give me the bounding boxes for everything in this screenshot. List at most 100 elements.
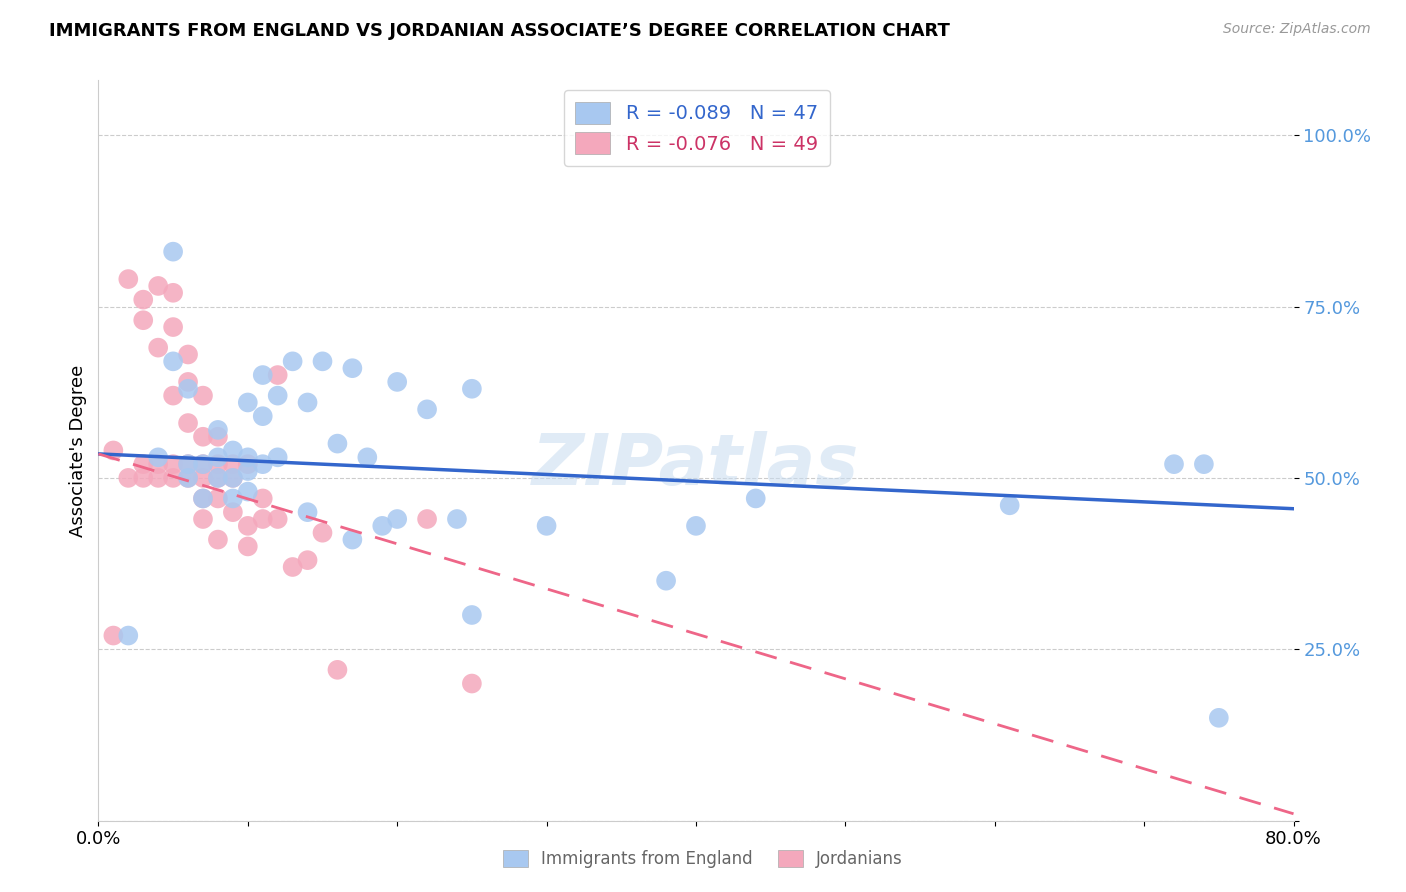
Point (326, 663, 349, 677)
Point (191, 389, 214, 403)
Point (356, 450, 378, 465)
Text: Source: ZipAtlas.com: Source: ZipAtlas.com (1223, 22, 1371, 37)
Point (311, 525, 333, 540)
Point (1163, 457, 1185, 471)
Point (236, 484, 259, 499)
Point (342, 361, 364, 376)
Point (267, 512, 290, 526)
Point (207, 491, 229, 506)
Point (252, 457, 274, 471)
Point (236, 450, 259, 465)
Point (267, 368, 290, 382)
Point (191, 457, 214, 471)
Point (117, 272, 139, 286)
Point (236, 457, 259, 471)
Point (1192, 457, 1215, 471)
Point (207, 430, 229, 444)
Point (177, 375, 200, 389)
Legend: Immigrants from England, Jordanians: Immigrants from England, Jordanians (496, 843, 910, 875)
Point (236, 540, 259, 554)
Legend: R = -0.089   N = 47, R = -0.076   N = 49: R = -0.089 N = 47, R = -0.076 N = 49 (564, 90, 830, 166)
Point (236, 395, 259, 409)
Point (416, 512, 439, 526)
Point (103, 628, 125, 642)
Point (297, 505, 319, 519)
Point (655, 574, 678, 588)
Point (148, 450, 170, 465)
Point (297, 395, 319, 409)
Point (461, 607, 484, 622)
Point (745, 491, 768, 506)
Point (446, 512, 468, 526)
Point (222, 471, 245, 485)
Point (416, 402, 439, 417)
Point (461, 382, 484, 396)
Point (236, 519, 259, 533)
Point (207, 533, 229, 547)
Point (117, 471, 139, 485)
Point (148, 341, 170, 355)
Point (1208, 711, 1230, 725)
Point (162, 389, 184, 403)
Point (191, 430, 214, 444)
Point (222, 505, 245, 519)
Point (177, 457, 200, 471)
Point (162, 471, 184, 485)
Point (222, 471, 245, 485)
Point (162, 244, 184, 259)
Point (207, 457, 229, 471)
Point (177, 471, 200, 485)
Point (162, 457, 184, 471)
Point (461, 676, 484, 690)
Point (148, 279, 170, 293)
Point (103, 443, 125, 458)
Point (117, 628, 139, 642)
Point (311, 354, 333, 368)
Point (191, 491, 214, 506)
Point (385, 512, 409, 526)
Point (162, 285, 184, 300)
Point (281, 560, 304, 574)
Point (162, 354, 184, 368)
Point (191, 457, 214, 471)
Point (177, 347, 200, 361)
Point (267, 450, 290, 465)
Point (998, 498, 1021, 512)
Point (326, 436, 349, 450)
Point (207, 471, 229, 485)
Text: IMMIGRANTS FROM ENGLAND VS JORDANIAN ASSOCIATE’S DEGREE CORRELATION CHART: IMMIGRANTS FROM ENGLAND VS JORDANIAN ASS… (49, 22, 950, 40)
Point (267, 389, 290, 403)
Point (252, 409, 274, 424)
Point (222, 457, 245, 471)
Point (222, 443, 245, 458)
Point (177, 471, 200, 485)
Point (252, 368, 274, 382)
Point (132, 471, 155, 485)
Point (371, 519, 394, 533)
Point (385, 375, 409, 389)
Point (236, 464, 259, 478)
Point (536, 519, 558, 533)
Point (281, 354, 304, 368)
Point (132, 457, 155, 471)
Y-axis label: Associate's Degree: Associate's Degree (69, 364, 87, 537)
Point (191, 512, 214, 526)
Point (148, 471, 170, 485)
Point (297, 553, 319, 567)
Point (177, 382, 200, 396)
Point (252, 491, 274, 506)
Point (252, 512, 274, 526)
Point (207, 471, 229, 485)
Point (132, 313, 155, 327)
Point (162, 320, 184, 334)
Point (342, 533, 364, 547)
Point (191, 471, 214, 485)
Point (148, 457, 170, 471)
Text: ZIPatlas: ZIPatlas (533, 431, 859, 500)
Point (207, 450, 229, 465)
Point (177, 416, 200, 430)
Point (191, 491, 214, 506)
Point (132, 293, 155, 307)
Point (177, 457, 200, 471)
Point (685, 519, 707, 533)
